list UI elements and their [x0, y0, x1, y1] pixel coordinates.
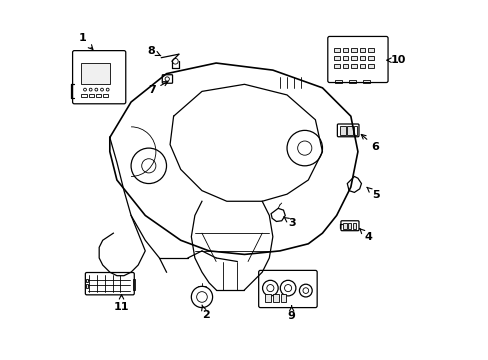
Bar	[350, 48, 356, 53]
Bar	[350, 56, 356, 60]
Text: 11: 11	[114, 295, 129, 311]
Bar	[348, 80, 355, 82]
Bar	[333, 48, 339, 53]
Bar	[363, 80, 369, 82]
Bar	[85, 279, 88, 282]
Bar	[342, 56, 347, 60]
Text: 6: 6	[361, 134, 379, 152]
Bar	[347, 222, 350, 229]
Bar	[280, 294, 286, 302]
Bar	[102, 94, 108, 97]
Bar	[264, 294, 270, 302]
Bar	[359, 56, 365, 60]
Text: 2: 2	[201, 305, 209, 320]
Text: 9: 9	[287, 306, 295, 321]
Bar	[359, 64, 365, 68]
Bar	[81, 63, 110, 84]
Bar	[333, 56, 339, 60]
Polygon shape	[270, 208, 285, 221]
Text: 4: 4	[359, 229, 372, 242]
Bar	[133, 279, 135, 290]
Bar	[333, 64, 339, 68]
Bar	[354, 126, 356, 135]
Bar	[81, 94, 86, 97]
Text: 7: 7	[147, 82, 167, 95]
Text: 10: 10	[386, 55, 406, 65]
Text: 5: 5	[366, 187, 379, 200]
Bar	[334, 80, 341, 82]
Bar	[352, 222, 355, 229]
Bar	[342, 48, 347, 53]
Bar	[340, 126, 345, 135]
Bar	[88, 94, 94, 97]
Bar	[85, 284, 88, 288]
Bar	[346, 126, 352, 135]
Bar	[350, 64, 356, 68]
Bar	[272, 294, 278, 302]
Bar	[342, 64, 347, 68]
Bar	[359, 48, 365, 53]
Bar	[367, 48, 373, 53]
Bar	[96, 94, 101, 97]
Bar	[367, 56, 373, 60]
Text: 8: 8	[147, 46, 161, 56]
Text: 1: 1	[79, 33, 93, 49]
Bar	[367, 64, 373, 68]
Polygon shape	[346, 176, 361, 192]
Bar	[343, 222, 346, 229]
Text: 3: 3	[283, 217, 296, 228]
